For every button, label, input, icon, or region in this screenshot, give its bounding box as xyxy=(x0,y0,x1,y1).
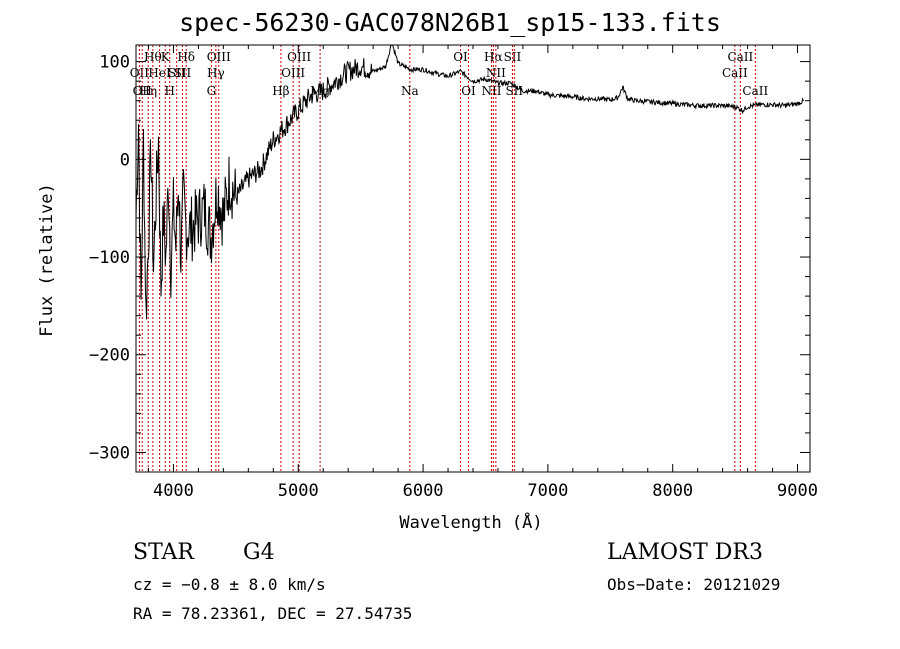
marker-label: G xyxy=(207,84,217,98)
marker-label: SII xyxy=(168,66,186,80)
x-axis-label: Wavelength (Å) xyxy=(399,511,542,533)
marker-label: Hθ xyxy=(144,50,162,64)
survey-label: LAMOST DR3 xyxy=(607,540,763,565)
marker-label: Hα xyxy=(484,50,503,64)
line-markers: OIIOIIHηHθHeIKHSIISIIHδGHγOIIIHβOIIIOIII… xyxy=(130,45,768,472)
marker-label: K xyxy=(161,50,171,64)
marker-label: NII xyxy=(486,66,506,80)
marker-label: CaII xyxy=(727,50,753,64)
marker-label: OI xyxy=(453,50,468,64)
y-tick-label: −300 xyxy=(89,443,130,463)
x-tick-label: 4000 xyxy=(153,481,194,501)
marker-label: Hη xyxy=(139,84,157,98)
chart-title: spec-56230-GAC078N26B1_sp15-133.fits xyxy=(179,8,721,37)
marker-label: OII xyxy=(130,66,150,80)
x-tick-label: 7000 xyxy=(527,481,568,501)
marker-label: SII xyxy=(174,66,192,80)
marker-label: H xyxy=(164,84,174,98)
axis-ticks: 4000 5000 6000 7000 8000 9000 100 0 −100 −200 −300 xyxy=(89,45,818,501)
marker-label: OIII xyxy=(281,66,305,80)
y-tick-label: −200 xyxy=(89,346,130,366)
marker-label: Hβ xyxy=(272,84,289,98)
marker-label: Na xyxy=(401,84,419,98)
x-tick-label: 9000 xyxy=(777,481,818,501)
marker-label: OIII xyxy=(207,50,231,64)
marker-label: OII xyxy=(133,84,153,98)
x-tick-label: 5000 xyxy=(278,481,319,501)
obs-date: Obs−Date: 20121029 xyxy=(607,575,781,594)
marker-label: OIII xyxy=(287,50,311,64)
marker-label: Hδ xyxy=(177,50,195,64)
marker-label: CaII xyxy=(722,66,748,80)
y-axis-label: Flux (relative) xyxy=(37,183,57,337)
marker-label: NII xyxy=(481,84,501,98)
x-tick-label: 6000 xyxy=(403,481,444,501)
y-tick-label: 0 xyxy=(120,150,130,170)
redshift-text: cz = −0.8 ± 8.0 km/s xyxy=(133,575,326,594)
coordinates: RA = 78.23361, DEC = 27.54735 xyxy=(133,604,413,623)
marker-label: SII xyxy=(504,50,522,64)
marker-label: CaII xyxy=(742,84,768,98)
object-subclass: G4 xyxy=(243,540,275,565)
marker-label: SII xyxy=(505,84,523,98)
marker-label: OI xyxy=(461,84,476,98)
object-class: STAR xyxy=(133,540,194,565)
x-tick-label: 8000 xyxy=(652,481,693,501)
plot-frame xyxy=(135,44,811,473)
y-tick-label: 100 xyxy=(99,53,130,73)
y-tick-label: −100 xyxy=(89,248,130,268)
spectrum-line xyxy=(135,44,805,320)
marker-label: Hγ xyxy=(207,66,225,80)
